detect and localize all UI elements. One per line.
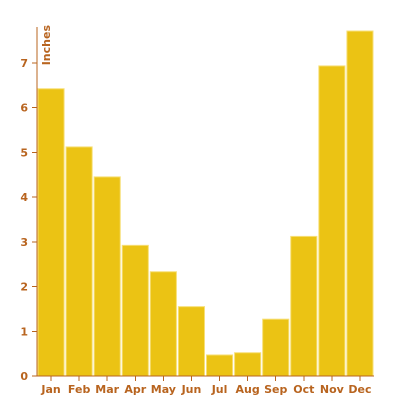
bar-nov bbox=[318, 65, 346, 377]
y-tick-label-6: 6 bbox=[20, 102, 28, 115]
bar-feb bbox=[65, 146, 93, 377]
bars bbox=[37, 30, 374, 377]
x-ticks: Jan Feb Mar Apr May Jun Jul Aug Sep Oct Nov Dec bbox=[40, 376, 372, 396]
y-axis: 0 1 2 3 4 5 6 7 Inches bbox=[20, 25, 53, 383]
y-tick-label-1: 1 bbox=[20, 325, 28, 338]
y-tick-label-4: 4 bbox=[20, 191, 28, 204]
bar-aug bbox=[234, 352, 262, 377]
y-ticks: 0 1 2 3 4 5 6 7 bbox=[20, 57, 37, 383]
bar-dec bbox=[346, 30, 374, 377]
y-tick-label-7: 7 bbox=[20, 57, 28, 70]
y-tick-label-0: 0 bbox=[20, 370, 28, 383]
bar-sep bbox=[262, 318, 290, 377]
y-tick-label-5: 5 bbox=[20, 146, 28, 159]
x-tick-label-nov: Nov bbox=[320, 383, 345, 396]
bar-mar bbox=[93, 176, 121, 377]
x-tick-label-aug: Aug bbox=[236, 383, 260, 396]
bar-apr bbox=[121, 244, 149, 377]
x-axis: Jan Feb Mar Apr May Jun Jul Aug Sep Oct Nov Dec bbox=[37, 375, 374, 396]
bar-jan bbox=[37, 88, 65, 377]
x-tick-label-dec: Dec bbox=[348, 383, 371, 396]
bar-jul bbox=[206, 354, 234, 377]
y-tick-label-2: 2 bbox=[20, 281, 28, 294]
bar-oct bbox=[290, 235, 318, 377]
x-tick-label-jul: Jul bbox=[211, 383, 228, 396]
x-tick-label-apr: Apr bbox=[124, 383, 146, 396]
bar-jun bbox=[177, 306, 206, 377]
x-tick-label-mar: Mar bbox=[95, 383, 119, 396]
x-tick-label-jun: Jun bbox=[181, 383, 202, 396]
bar-may bbox=[149, 271, 177, 377]
x-tick-label-may: May bbox=[151, 383, 176, 396]
y-axis-label: Inches bbox=[40, 25, 53, 66]
y-tick-label-3: 3 bbox=[20, 236, 28, 249]
x-tick-label-sep: Sep bbox=[264, 383, 287, 396]
x-tick-label-feb: Feb bbox=[68, 383, 91, 396]
x-tick-label-jan: Jan bbox=[40, 383, 60, 396]
x-tick-label-oct: Oct bbox=[293, 383, 314, 396]
